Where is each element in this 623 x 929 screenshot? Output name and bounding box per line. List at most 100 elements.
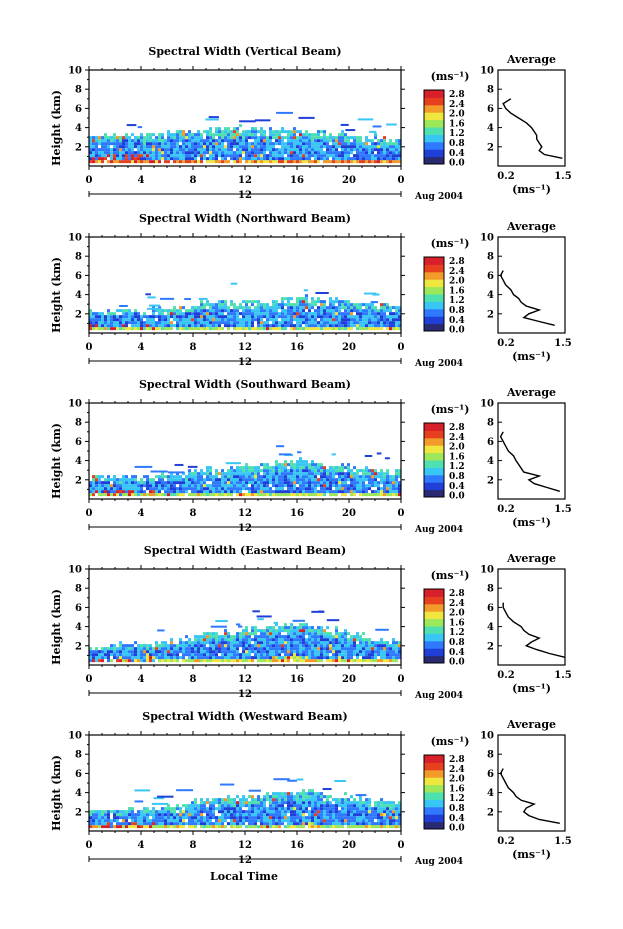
colorbar-swatch: [424, 112, 444, 121]
heatmap-cell: [179, 321, 182, 325]
heatmap-cell: [260, 484, 263, 488]
heatmap-cell: [278, 475, 281, 479]
heatmap-cell: [317, 632, 320, 636]
heatmap-cell: [350, 157, 353, 161]
heatmap-cell: [269, 309, 272, 313]
colorbar-swatch: [424, 149, 444, 158]
heatmap-cell: [386, 324, 389, 328]
heatmap-cell: [308, 469, 311, 473]
heatmap-cell: [359, 469, 362, 473]
heatmap-cell: [374, 822, 377, 826]
heatmap-cell: [329, 139, 332, 143]
heatmap-cell: [305, 300, 308, 304]
heatmap-cell: [398, 644, 401, 648]
heatmap-cell: [302, 632, 305, 636]
heatmap-cell: [326, 136, 329, 140]
heatmap-cell: [158, 653, 161, 657]
heatmap-cell: [113, 493, 116, 497]
heatmap-cell: [188, 318, 191, 322]
heatmap-cell: [305, 139, 308, 143]
heatmap-cell: [107, 142, 110, 146]
heatmap-cell: [353, 154, 356, 158]
heatmap-cell: [344, 647, 347, 651]
heatmap-cell: [224, 151, 227, 155]
colorbar-swatch: [424, 97, 444, 106]
heatmap-cell: [128, 813, 131, 817]
heatmap-cell: [98, 327, 101, 331]
heatmap-cell: [215, 306, 218, 310]
heatmap-cell: [194, 490, 197, 494]
heatmap-cell: [344, 484, 347, 488]
heatmap-cell: [239, 157, 242, 161]
heatmap-cell: [155, 160, 158, 164]
heatmap-cell: [383, 139, 386, 143]
heatmap-cell: [92, 481, 95, 485]
heatmap-cell: [398, 306, 401, 310]
heatmap-cell: [98, 659, 101, 663]
heatmap-cell: [317, 647, 320, 651]
heatmap-cell: [188, 133, 191, 137]
heatmap-cell: [221, 490, 224, 494]
heatmap-cell: [155, 810, 158, 814]
heatmap-cell: [233, 469, 236, 473]
heatmap-cell: [359, 475, 362, 479]
heatmap-cell: [92, 145, 95, 149]
heatmap-cell: [161, 139, 164, 143]
heatmap-cell: [356, 481, 359, 485]
heatmap-cell: [143, 807, 146, 811]
heatmap-cell: [269, 819, 272, 823]
heatmap-cell: [320, 303, 323, 307]
heatmap-cell: [215, 822, 218, 826]
heatmap-cell: [353, 139, 356, 143]
x-tick-label: 16: [290, 175, 304, 186]
heatmap-cell: [275, 493, 278, 497]
heatmap-cell: [173, 822, 176, 826]
heatmap-cell: [245, 819, 248, 823]
heatmap-cell: [284, 653, 287, 657]
heatmap-cell: [314, 804, 317, 808]
heatmap-cell: [332, 148, 335, 152]
heatmap-cell: [356, 638, 359, 642]
heatmap-cell: [371, 819, 374, 823]
heatmap-cell: [245, 635, 248, 639]
profile-y-tick-label: 10: [480, 66, 494, 77]
heatmap-cell: [206, 647, 209, 651]
heatmap-cell: [128, 487, 131, 491]
heatmap-cell: [311, 478, 314, 482]
heatmap-cell: [227, 472, 230, 476]
heatmap-cell: [209, 312, 212, 316]
heatmap-cell: [179, 825, 182, 829]
heatmap-cell: [185, 816, 188, 820]
heatmap-cell: [392, 318, 395, 322]
heatmap-cell: [110, 810, 113, 814]
heatmap-cell: [209, 475, 212, 479]
heatmap-cell: [260, 145, 263, 149]
heatmap-cell: [188, 130, 191, 134]
heatmap-cell: [224, 130, 227, 134]
heatmap-cell: [146, 315, 149, 319]
heatmap-cell: [95, 321, 98, 325]
colorbar-swatch: [424, 633, 444, 642]
heatmap-cell: [233, 472, 236, 476]
heatmap-cell: [200, 157, 203, 161]
heatmap-cell: [104, 145, 107, 149]
heatmap-cell: [263, 160, 266, 164]
heatmap-cell: [197, 810, 200, 814]
heatmap-cell: [281, 804, 284, 808]
heatmap-cell: [353, 659, 356, 663]
heatmap-cell: [260, 798, 263, 802]
heatmap-cell: [374, 807, 377, 811]
heatmap-cell: [395, 148, 398, 152]
heatmap-cell: [206, 632, 209, 636]
heatmap-cell: [92, 327, 95, 331]
heatmap-cell: [197, 807, 200, 811]
heatmap-cell: [305, 160, 308, 164]
heatmap-cell: [233, 157, 236, 161]
colorbar-swatch: [424, 257, 444, 265]
heatmap-cell: [164, 321, 167, 325]
heatmap-echo: [292, 619, 305, 622]
heatmap-cell: [233, 490, 236, 494]
heatmap-cell: [392, 484, 395, 488]
heatmap-cell: [125, 484, 128, 488]
heatmap-cell: [248, 157, 251, 161]
